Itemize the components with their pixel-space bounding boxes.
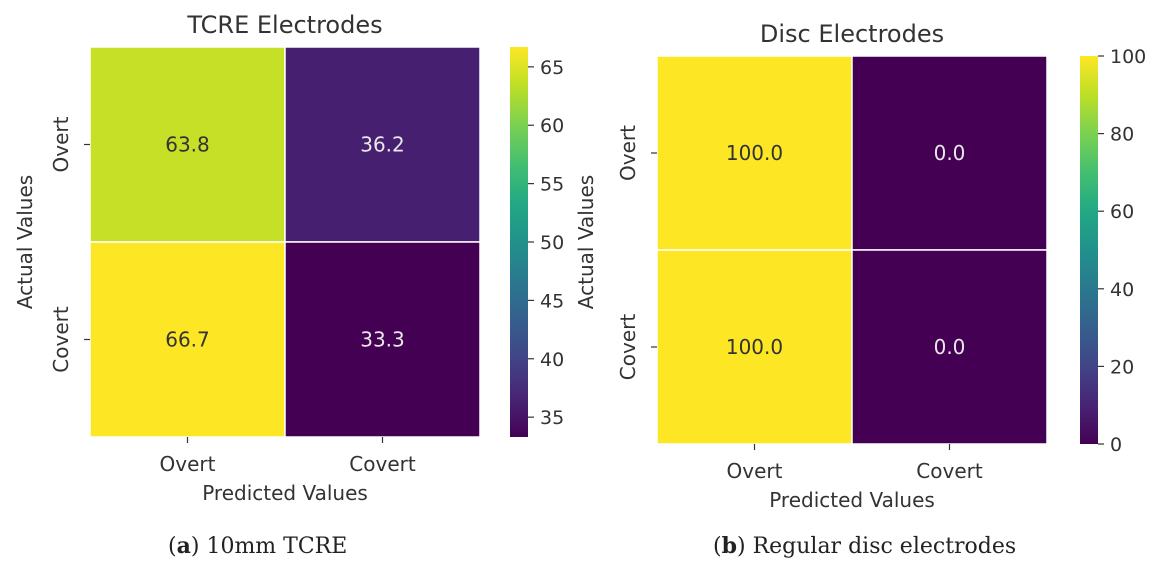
- chart1-cell-label: 33.3: [360, 328, 405, 352]
- chart1-colorbar-tick-label: 45: [540, 290, 564, 312]
- chart2-colorbar-tick-label: 0: [1110, 434, 1122, 456]
- chart1-colorbar-tick-label: 35: [540, 407, 564, 429]
- chart2-cell: [851, 55, 1048, 251]
- chart1-cell: [284, 241, 481, 438]
- chart1-colorbar-tick-label: 50: [540, 232, 564, 254]
- chart2-x-axis-label: Predicted Values: [769, 488, 935, 512]
- figure: 63.8 36.2 66.7 33.3 TCRE Electrodes Overt Cove…: [13, 11, 1146, 512]
- chart1-y-tick-label: Overt: [49, 116, 73, 172]
- chart2-cell: [656, 249, 853, 445]
- chart1-title: TCRE Electrodes: [186, 11, 382, 39]
- chart1-cell-label: 66.7: [165, 328, 210, 352]
- chart2-colorbar: [1080, 56, 1098, 444]
- chart2-colorbar-tick-label: 80: [1110, 124, 1134, 146]
- chart1-cell: [89, 241, 286, 438]
- chart1-colorbar-tick-label: 55: [540, 174, 564, 196]
- chart2-cell-label: 0.0: [934, 141, 966, 165]
- chart2-y-tick-label: Covert: [616, 314, 640, 381]
- chart1-colorbar-tick-label: 60: [540, 115, 564, 137]
- chart1-cell-label: 36.2: [360, 133, 405, 157]
- caption-a: (a) 10mm TCRE: [168, 533, 348, 559]
- chart1-x-axis-label: Predicted Values: [202, 481, 368, 505]
- chart1-cell: [89, 46, 286, 243]
- chart2-cell: [656, 55, 853, 251]
- chart1-cell-label: 63.8: [165, 133, 210, 157]
- chart2-y-tick-label: Overt: [616, 125, 640, 181]
- chart2-x-tick-label: Overt: [727, 459, 783, 483]
- chart1-colorbar-tick-label: 40: [540, 349, 564, 371]
- chart1-cell: [284, 46, 481, 243]
- chart1-x-tick-label: Overt: [160, 452, 216, 476]
- chart2-colorbar-tick-label: 60: [1110, 201, 1134, 223]
- chart2-colorbar-tick-label: 40: [1110, 279, 1134, 301]
- chart1-colorbar: [510, 47, 528, 437]
- chart1-y-axis-label: Actual Values: [13, 175, 37, 309]
- chart1-y-tick-label: Covert: [49, 306, 73, 373]
- chart2-cell-label: 0.0: [934, 335, 966, 359]
- chart2-colorbar-tick-label: 100: [1110, 46, 1146, 68]
- chart1-colorbar-label: Actual Values: [574, 175, 598, 309]
- chart1-x-tick-label: Covert: [349, 452, 416, 476]
- chart2-colorbar-tick-label: 20: [1110, 356, 1134, 378]
- chart2-cell-label: 100.0: [726, 141, 783, 165]
- chart1-colorbar-tick-label: 65: [540, 57, 564, 79]
- caption-b: (b) Regular disc electrodes: [713, 533, 1017, 559]
- chart2-title: Disc Electrodes: [760, 20, 944, 48]
- chart2-cell-label: 100.0: [726, 335, 783, 359]
- chart2-cell: [851, 249, 1048, 445]
- chart2-x-tick-label: Covert: [916, 459, 983, 483]
